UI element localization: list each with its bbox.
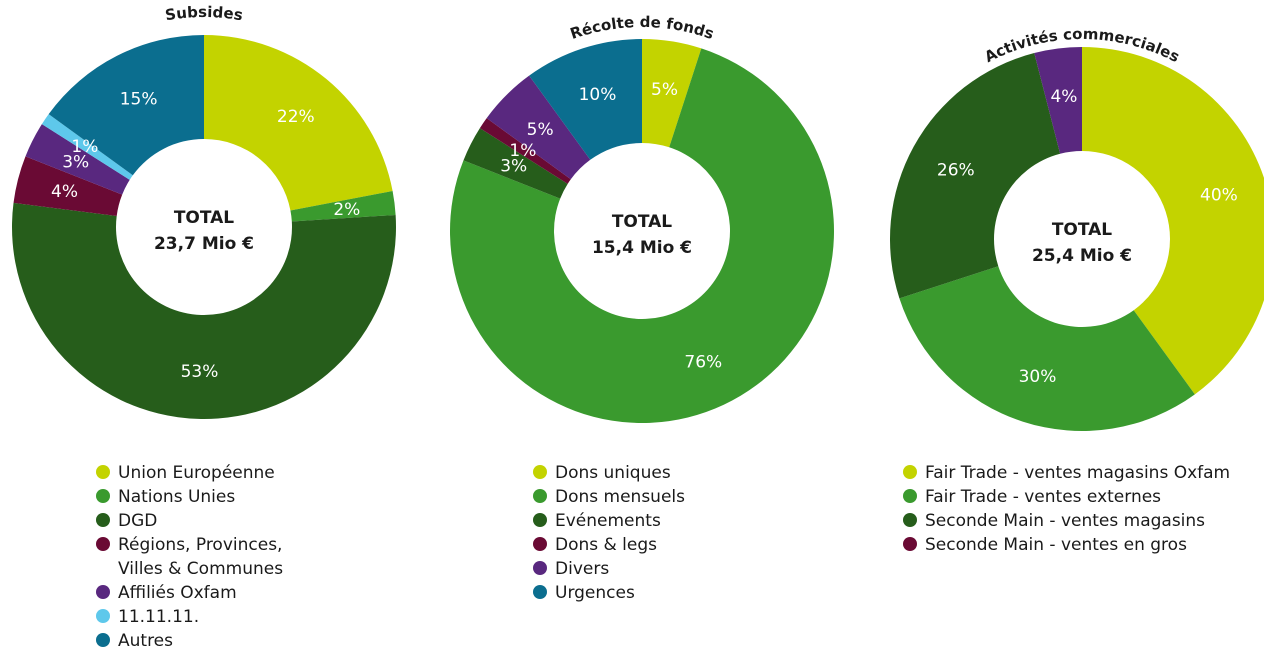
total-value: 25,4 Mio € [1032, 246, 1132, 266]
legend-dot [533, 513, 547, 527]
legend-dot [533, 489, 547, 503]
legend-item: Dons & legs [533, 535, 657, 555]
slice-7 [48, 35, 205, 176]
legend-label: Union Européenne [118, 463, 275, 483]
slice-label-4: 4% [1050, 87, 1077, 107]
slice-6 [41, 114, 133, 180]
total-value: 23,7 Mio € [154, 234, 254, 254]
slice-2 [450, 48, 834, 423]
legend-label: Fair Trade - ventes externes [925, 487, 1161, 507]
legend-item: Dons mensuels [533, 487, 685, 507]
slice-label-1: 5% [651, 80, 678, 100]
slice-3 [11, 202, 396, 419]
legend-item: Fair Trade - ventes magasins Oxfam [903, 463, 1230, 483]
slice-label-2: 76% [684, 352, 722, 372]
slice-label-2: 30% [1019, 367, 1057, 387]
legend-item: Evénements [533, 511, 661, 531]
legend-dot [903, 465, 917, 479]
legend-item: Affiliés Oxfam [96, 583, 237, 603]
chart-title: Récolte de fonds [568, 13, 716, 43]
slice-label-3: 53% [181, 362, 219, 382]
legend-dot [903, 513, 917, 527]
legend-dot [96, 585, 110, 599]
legend-dot [533, 465, 547, 479]
slice-label-5: 5% [527, 120, 554, 140]
total-value: 15,4 Mio € [592, 238, 692, 258]
slice-label-3: 26% [937, 161, 975, 181]
slice-4 [1034, 47, 1082, 154]
slice-5 [25, 124, 130, 195]
legend-label: Régions, Provinces, [118, 535, 282, 555]
legend-item: Nations Unies [96, 487, 235, 507]
slice-label-6: 10% [579, 85, 617, 105]
slice-2 [899, 266, 1195, 431]
slice-5 [486, 75, 591, 180]
legend-item: Autres [96, 631, 173, 651]
slice-label-1: 40% [1200, 186, 1238, 206]
legend-label: DGD [118, 511, 157, 531]
legend-dot [96, 633, 110, 647]
slice-4 [13, 156, 123, 216]
legend-label: Autres [118, 631, 173, 651]
legend-label: Urgences [555, 583, 635, 603]
legend-label: Dons & legs [555, 535, 657, 555]
slice-6 [529, 39, 642, 160]
slice-label-3: 3% [500, 157, 527, 177]
legend-dot [96, 609, 110, 623]
legend-label: Evénements [555, 511, 661, 531]
legend-item: Seconde Main - ventes en gros [903, 535, 1187, 555]
total-title: TOTAL [174, 208, 234, 228]
legend-label: Fair Trade - ventes magasins Oxfam [925, 463, 1230, 483]
legend-item: 11.11.11. [96, 607, 199, 627]
legend-label: Divers [555, 559, 609, 579]
legend-dot [533, 561, 547, 575]
donut-chart-1: 22% 2% 53% 4% 3%1% 15% TOTAL 23,7 Mio € Subsides… [11, 3, 396, 651]
slice-1 [204, 35, 393, 211]
legend-dot [903, 537, 917, 551]
legend-dot [903, 489, 917, 503]
legend-dot [96, 465, 110, 479]
legend-label: Dons uniques [555, 463, 671, 483]
slice-label-4: 4% [51, 182, 78, 202]
legend-label: Villes & Communes [118, 559, 283, 579]
slice-1 [642, 39, 702, 148]
legend-item: Dons uniques [533, 463, 671, 483]
legend-label: Nations Unies [118, 487, 235, 507]
total-title: TOTAL [612, 212, 672, 232]
slice-label-4: 1% [509, 141, 536, 161]
slice-label-5: 3% [62, 153, 89, 173]
slice-label-1: 22% [277, 107, 315, 127]
legend-item: Fair Trade - ventes externes [903, 487, 1161, 507]
total-title: TOTAL [1052, 220, 1112, 240]
legend-item: Union Européenne [96, 463, 275, 483]
legend-item: Seconde Main - ventes magasins [903, 511, 1205, 531]
legend-item: Régions, Provinces, Villes & Communes [96, 535, 283, 579]
slice-label-2: 2% [333, 200, 360, 220]
legend-item: Divers [533, 559, 609, 579]
legend-label: Affiliés Oxfam [118, 583, 237, 603]
legend-dot [96, 489, 110, 503]
slice-3 [890, 53, 1061, 299]
legend-item: DGD [96, 511, 157, 531]
legend-label: 11.11.11. [118, 607, 199, 627]
slice-2 [290, 191, 396, 222]
slice-label-6: 1% [71, 137, 98, 157]
slice-4 [479, 118, 571, 184]
slice-label-7: 15% [120, 90, 158, 110]
legend-dot [533, 585, 547, 599]
slice-3 [463, 128, 568, 199]
slice-1 [1082, 47, 1264, 395]
legend-dot [533, 537, 547, 551]
legend-dot [96, 537, 110, 551]
legend-label: Dons mensuels [555, 487, 685, 507]
legend-dot [96, 513, 110, 527]
legend-label: Seconde Main - ventes en gros [925, 535, 1187, 555]
legend-item: Urgences [533, 583, 635, 603]
legend-label: Seconde Main - ventes magasins [925, 511, 1205, 531]
chart-title: Subsides [164, 3, 244, 24]
